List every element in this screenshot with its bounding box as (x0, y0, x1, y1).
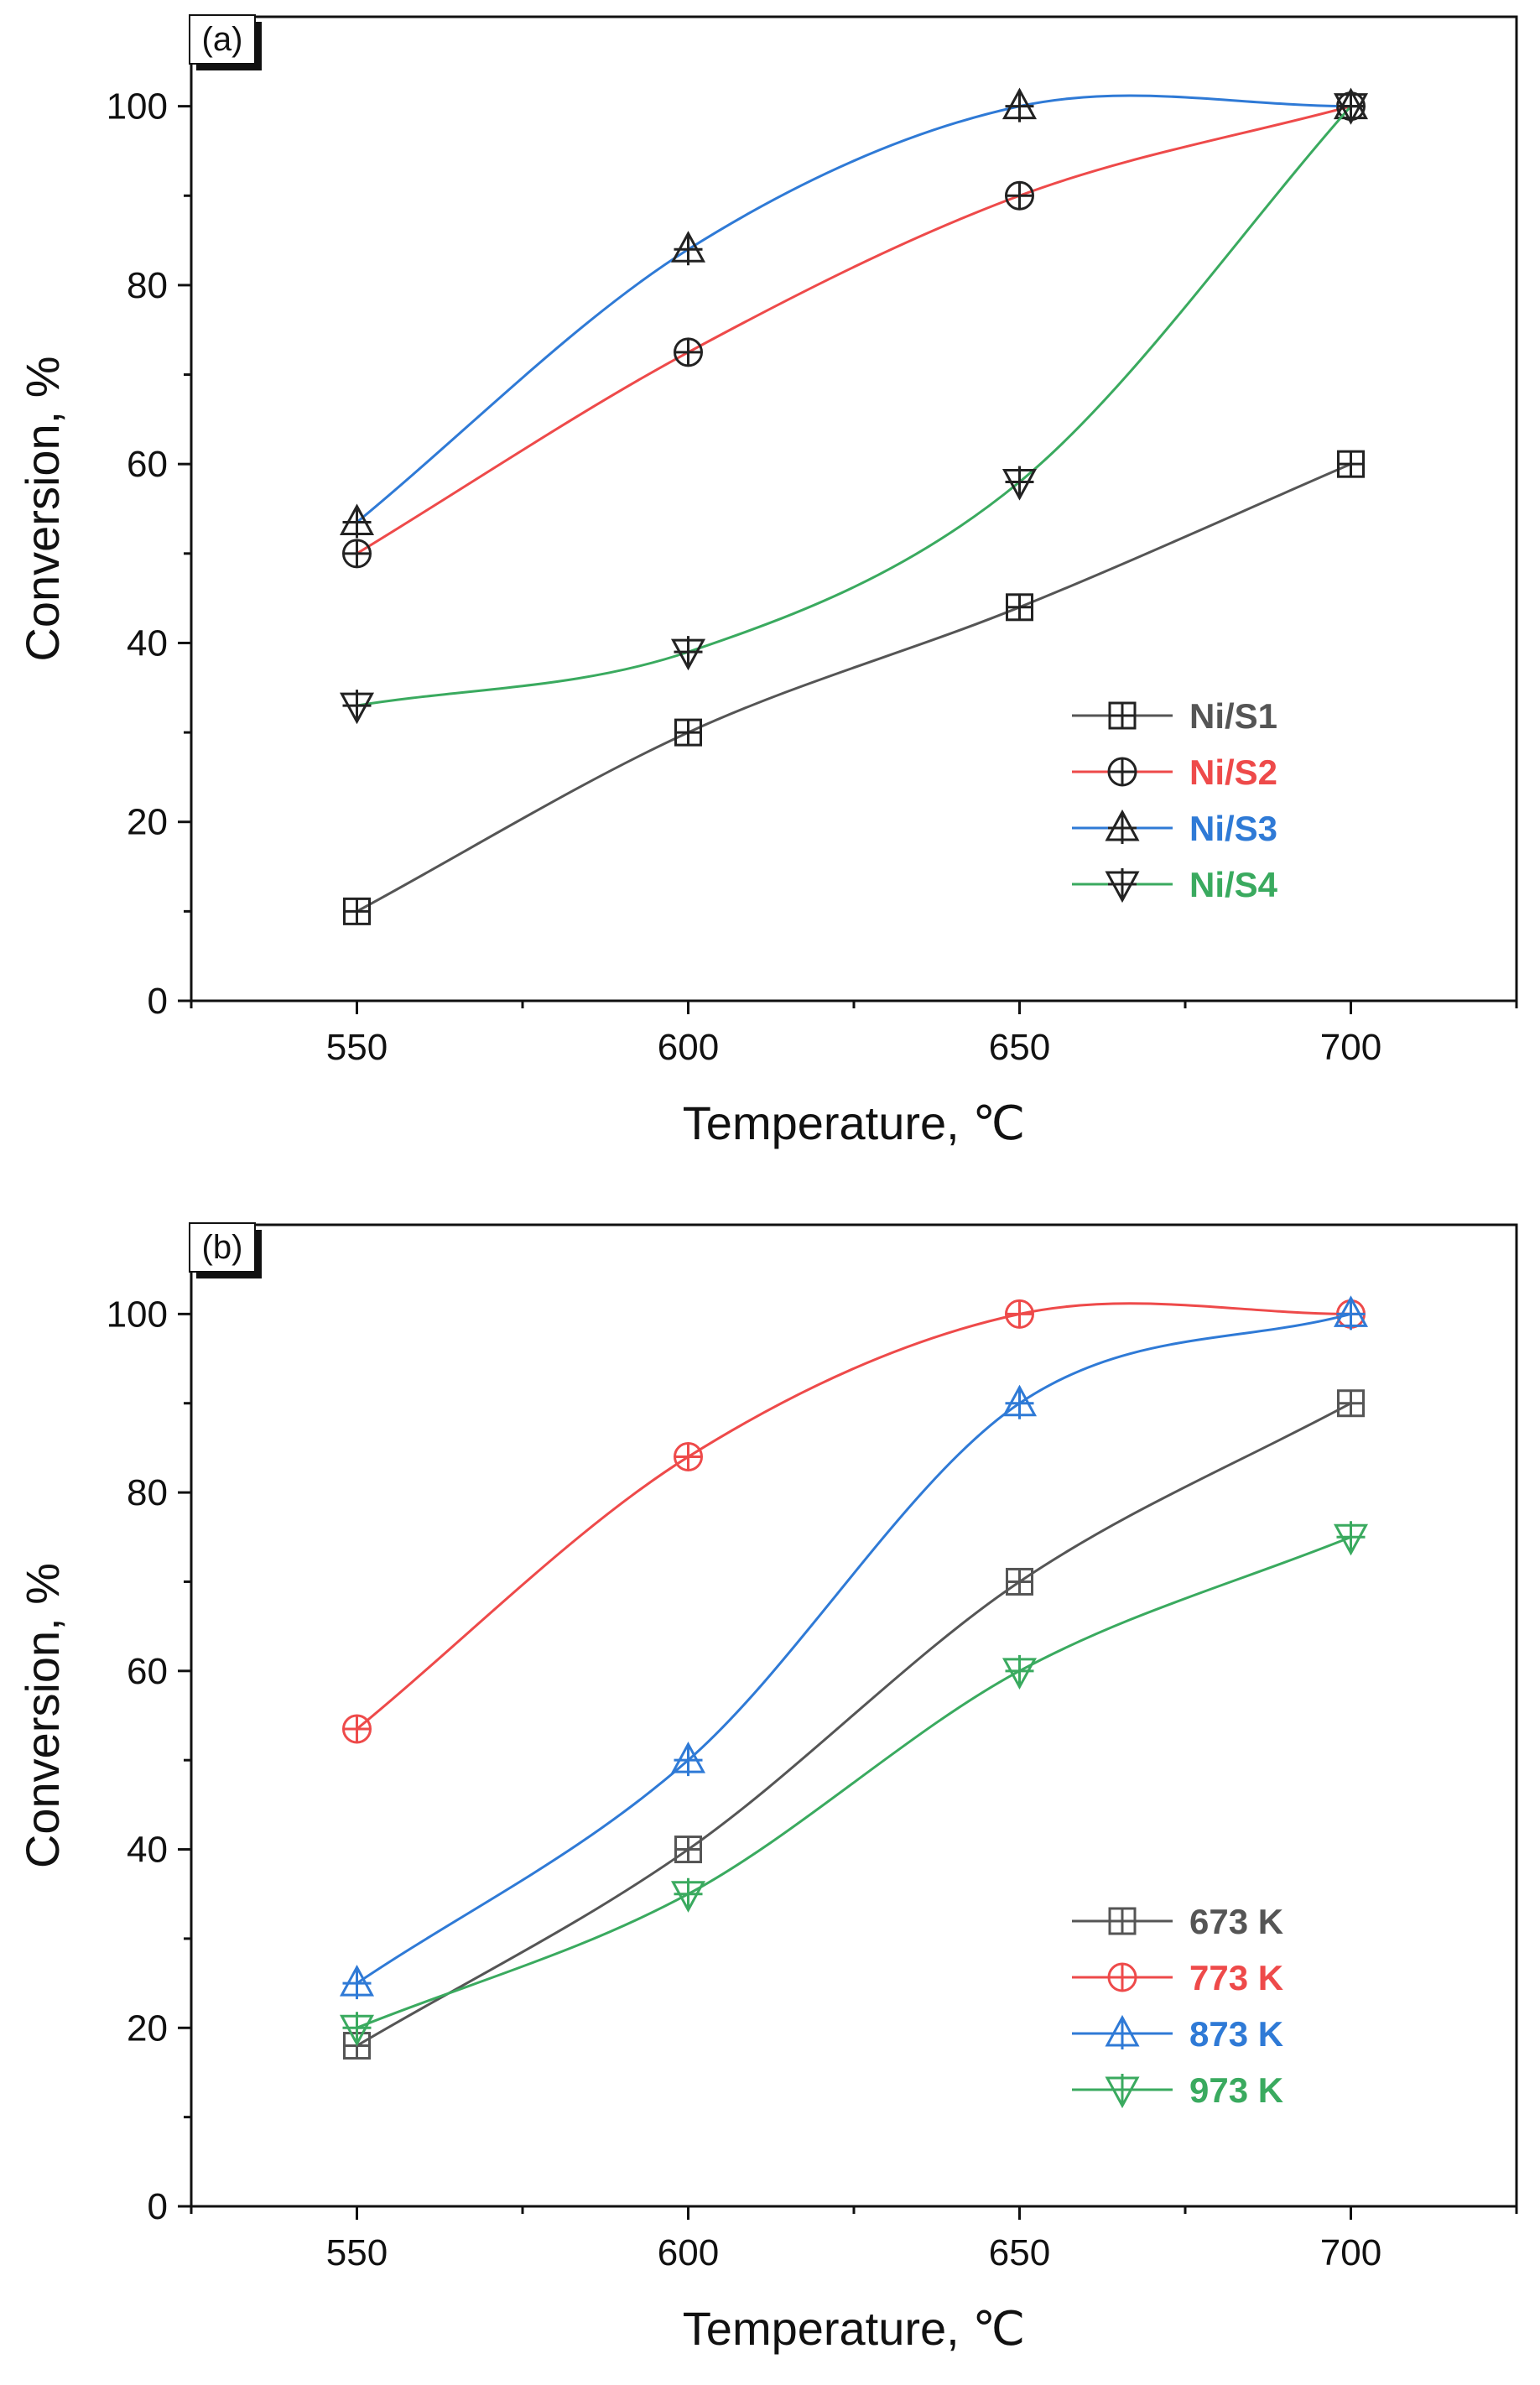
legend-label: 673 K (1189, 1902, 1283, 1941)
series-line (356, 1302, 1351, 1731)
legend-item: 973 K (1072, 2070, 1283, 2110)
legend-item: 773 K (1072, 1958, 1283, 1997)
data-point (342, 1714, 372, 1744)
legend-marker (1108, 701, 1137, 730)
legend-label: Ni/S3 (1189, 809, 1277, 848)
legend-item: Ni/S2 (1072, 752, 1277, 792)
x-axis-title: Temperature, ℃ (683, 1096, 1025, 1149)
x-tick-label: 550 (326, 2232, 388, 2273)
data-point (1005, 180, 1034, 211)
legend-item: Ni/S4 (1072, 865, 1278, 904)
legend-item: Ni/S1 (1072, 696, 1277, 736)
data-point (342, 539, 372, 569)
series-line (356, 1402, 1352, 2047)
legend-marker (1107, 1962, 1137, 1992)
y-tick-label: 100 (107, 86, 168, 128)
panel-label: (a) (202, 21, 243, 58)
series-line (356, 94, 1351, 523)
data-point (1333, 1521, 1369, 1556)
legend-label: Ni/S1 (1189, 696, 1277, 736)
data-point (670, 231, 706, 266)
y-tick-label: 100 (107, 1294, 168, 1335)
legend: 673 K 773 K 873 K 973 K (1072, 1902, 1283, 2110)
y-tick-label: 40 (127, 622, 168, 664)
series-line (356, 462, 1352, 913)
data-point (339, 503, 375, 539)
data-point (339, 690, 375, 725)
x-tick-label: 600 (658, 1027, 719, 1068)
y-tick-label: 20 (127, 802, 168, 843)
data-point (674, 337, 703, 367)
data-point (674, 1836, 702, 1864)
y-axis-title: Conversion, % (16, 1563, 69, 1868)
panel-label-box: (b) (189, 1222, 262, 1278)
legend-label: 973 K (1189, 2070, 1283, 2110)
legend-label: 873 K (1189, 2014, 1283, 2054)
y-tick-label: 80 (127, 265, 168, 306)
x-axis-title: Temperature, ℃ (683, 2302, 1025, 2355)
legend-label: Ni/S2 (1189, 752, 1277, 792)
chart-panel: (b) 0 20 40 60 80 100 550 600 650 700 Temperature, … (16, 1222, 1518, 2355)
legend-label: 773 K (1189, 1958, 1283, 1997)
data-point (1006, 1567, 1033, 1596)
legend-marker (1108, 1907, 1137, 1935)
data-point (1006, 593, 1033, 622)
data-point (670, 636, 706, 671)
legend-marker (1105, 2014, 1140, 2049)
x-tick-label: 650 (989, 2232, 1050, 2273)
legend-marker (1105, 809, 1140, 844)
data-point (1002, 466, 1038, 501)
panel-label: (b) (202, 1229, 243, 1266)
data-point (670, 1742, 706, 1777)
legend-label: Ni/S4 (1189, 865, 1278, 904)
legend: Ni/S1 Ni/S2 Ni/S3 Ni/S4 (1072, 696, 1278, 904)
y-tick-label: 0 (148, 2186, 168, 2227)
legend-item: 873 K (1072, 2014, 1283, 2054)
data-point (339, 2012, 375, 2047)
data-point (1337, 450, 1365, 478)
y-tick-label: 80 (127, 1472, 168, 1513)
data-point (1002, 1654, 1038, 1690)
y-tick-label: 20 (127, 2007, 168, 2049)
plot-frame (190, 15, 1518, 1002)
data-point (1337, 1389, 1365, 1418)
data-point (674, 1442, 703, 1472)
data-point (1333, 90, 1369, 125)
data-point (339, 1964, 375, 2000)
y-axis-title: Conversion, % (16, 356, 69, 661)
data-point (674, 718, 702, 747)
data-point (343, 897, 371, 925)
y-tick-label: 60 (127, 1651, 168, 1692)
x-tick-label: 700 (1320, 1027, 1381, 1068)
legend-item: 673 K (1072, 1902, 1283, 1941)
legend-marker (1105, 2074, 1140, 2109)
series-line (356, 1535, 1352, 2029)
y-tick-label: 0 (148, 981, 168, 1022)
data-point (1333, 1295, 1369, 1330)
x-tick-label: 650 (989, 1027, 1050, 1068)
x-tick-label: 600 (658, 2232, 719, 2273)
legend-item: Ni/S3 (1072, 809, 1277, 848)
data-point (1002, 1384, 1038, 1419)
panel-label-box: (a) (189, 14, 262, 70)
series-line (356, 1312, 1351, 1985)
series-line (356, 105, 1351, 555)
chart-panel: (a) 0 20 40 60 80 100 550 600 650 700 Temperature, … (16, 14, 1518, 1149)
data-point (1005, 1299, 1034, 1329)
y-tick-label: 40 (127, 1830, 168, 1871)
y-tick-label: 60 (127, 444, 168, 485)
x-tick-label: 700 (1320, 2232, 1381, 2273)
legend-marker (1107, 757, 1137, 787)
data-point (1002, 87, 1038, 122)
x-tick-label: 550 (326, 1027, 388, 1068)
series-line (356, 105, 1352, 707)
legend-marker (1105, 868, 1140, 903)
data-point (670, 1877, 706, 1913)
